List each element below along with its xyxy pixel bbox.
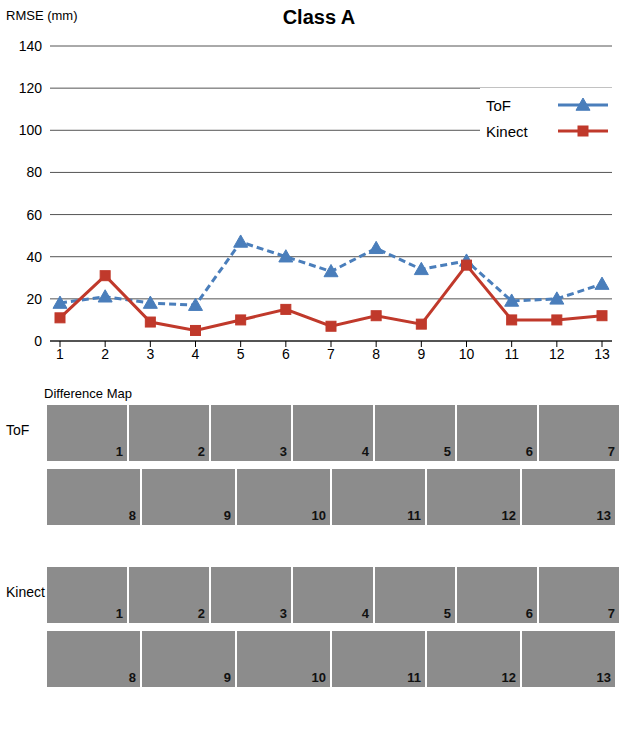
html-text:11: 11 [407, 670, 421, 685]
html-text:12: 12 [501, 670, 516, 685]
svg-text:12: 12 [549, 346, 565, 362]
html-text:5: 5 [443, 444, 451, 459]
html-text:Kinect: Kinect [486, 122, 528, 140]
html-text:4: 4 [361, 444, 369, 459]
html-text:1: 1 [115, 606, 123, 621]
html-text:10: 10 [311, 508, 326, 523]
html-text:9: 9 [223, 508, 231, 523]
html-text:Class A: Class A [282, 6, 356, 28]
svg-text:1: 1 [56, 346, 64, 362]
html-text:8: 8 [128, 670, 136, 685]
svg-text:60: 60 [26, 207, 42, 223]
html-text:6: 6 [525, 606, 533, 621]
html-text:13: 13 [596, 670, 611, 685]
html-text:1: 1 [115, 444, 123, 459]
html-text:ToF: ToF [486, 96, 511, 114]
svg-text:2: 2 [101, 346, 109, 362]
svg-text:11: 11 [504, 346, 519, 362]
svg-text:20: 20 [26, 291, 42, 307]
html-text:5: 5 [443, 606, 451, 621]
html-text:3: 3 [279, 606, 287, 621]
html-text:RMSE (mm): RMSE (mm) [6, 8, 78, 23]
html-text:2: 2 [197, 444, 205, 459]
html-text:ToF: ToF [6, 422, 30, 438]
svg-text:5: 5 [237, 346, 245, 362]
html-text:7: 7 [607, 606, 615, 621]
html-text:13: 13 [596, 508, 611, 523]
html-text:3: 3 [279, 444, 287, 459]
svg-text:13: 13 [594, 346, 610, 362]
svg-text:4: 4 [192, 346, 200, 362]
html-text:Difference Map: Difference Map [44, 386, 132, 401]
html-text:9: 9 [223, 670, 231, 685]
html-text:Kinect: Kinect [6, 584, 45, 600]
svg-text:80: 80 [26, 164, 42, 180]
svg-text:100: 100 [19, 122, 43, 138]
svg-text:40: 40 [26, 249, 42, 265]
svg-text:120: 120 [19, 80, 43, 96]
svg-text:9: 9 [417, 346, 425, 362]
svg-text:8: 8 [372, 346, 380, 362]
svg-text:140: 140 [19, 38, 43, 54]
html-text:12: 12 [501, 508, 516, 523]
html-text:7: 7 [607, 444, 615, 459]
html-text:2: 2 [197, 606, 205, 621]
html-text:8: 8 [128, 508, 136, 523]
svg-text:6: 6 [282, 346, 290, 362]
svg-text:0: 0 [34, 333, 42, 349]
svg-text:10: 10 [459, 346, 475, 362]
html-text:6: 6 [525, 444, 533, 459]
html-text:11: 11 [407, 508, 421, 523]
html-text:4: 4 [361, 606, 369, 621]
svg-text:7: 7 [327, 346, 335, 362]
svg-text:3: 3 [146, 346, 154, 362]
html-text:10: 10 [311, 670, 326, 685]
